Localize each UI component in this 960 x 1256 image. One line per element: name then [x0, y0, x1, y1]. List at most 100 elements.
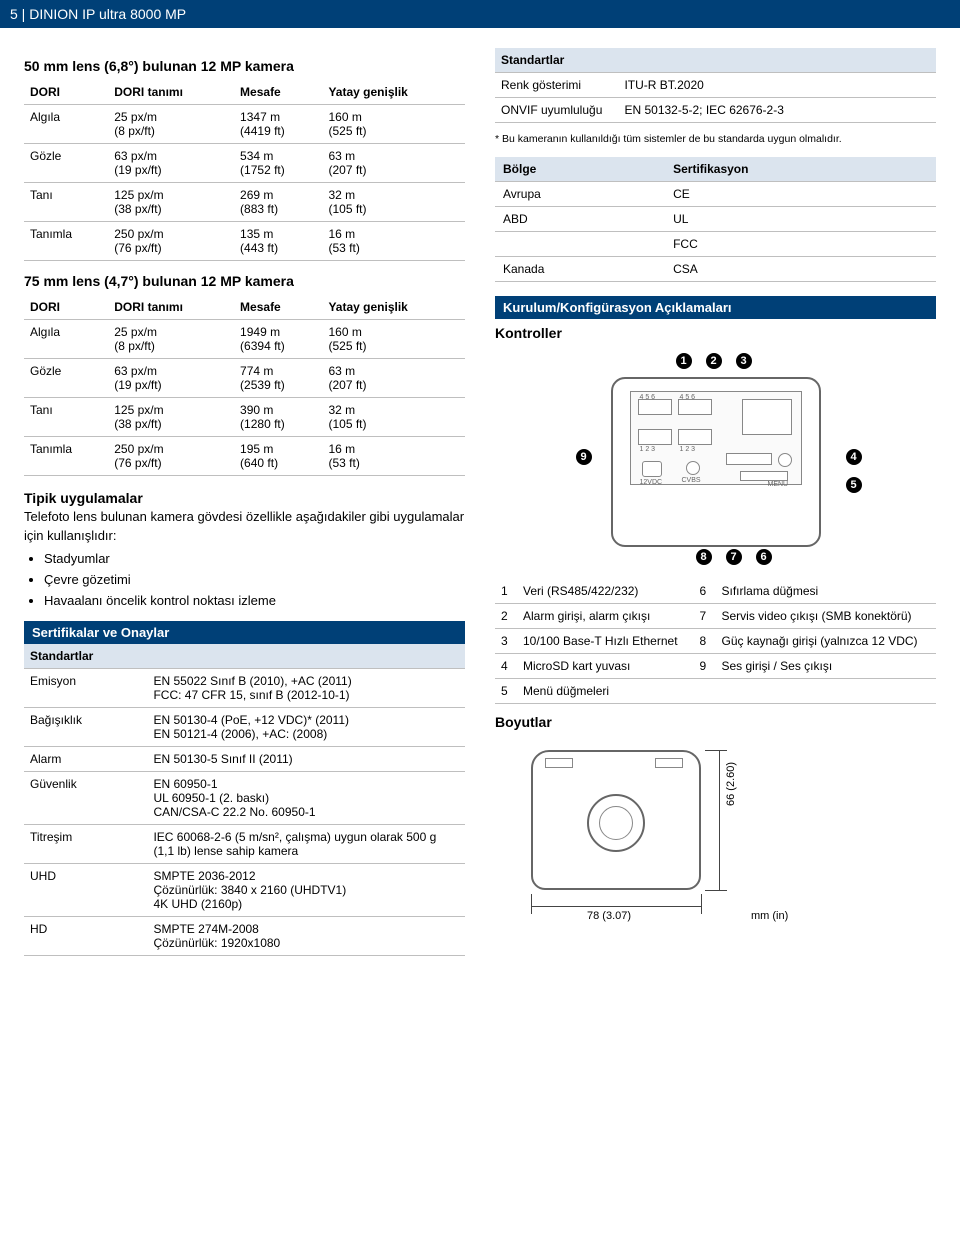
controllers-title: Kontroller — [495, 325, 936, 341]
cell: Gözle — [24, 359, 108, 398]
cell: 250 px/m(76 px/ft) — [108, 437, 234, 476]
top-detail — [545, 758, 573, 768]
cell: 6 — [693, 579, 715, 604]
dim-height-label: 66 (2.60) — [725, 762, 737, 806]
cell: Tanı — [24, 398, 108, 437]
app-item: Çevre gözetimi — [44, 571, 465, 590]
cell: 774 m(2539 ft) — [234, 359, 322, 398]
th: Mesafe — [234, 295, 322, 320]
th: DORI tanımı — [108, 295, 234, 320]
cell: Algıla — [24, 320, 108, 359]
cell: UL — [665, 207, 936, 232]
cell: Sıfırlama düğmesi — [715, 579, 936, 604]
callout-circle-5: 5 — [846, 477, 862, 493]
lens-ring-inner — [599, 806, 633, 840]
cell: 2 — [495, 604, 517, 629]
cell: CSA — [665, 257, 936, 282]
cell: Algıla — [24, 105, 108, 144]
cell: MicroSD kart yuvası — [517, 654, 693, 679]
cell: 195 m(640 ft) — [234, 437, 322, 476]
cell: 269 m(883 ft) — [234, 183, 322, 222]
sd-slot — [726, 453, 772, 465]
cell: EN 50132-5-2; IEC 62676-2-3 — [618, 98, 936, 123]
cell: 135 m(443 ft) — [234, 222, 322, 261]
cell: IEC 60068-2-6 (5 m/sn², çalışma) uygun o… — [147, 824, 465, 863]
lens50-heading: 50 mm lens (6,8°) bulunan 12 MP kamera — [24, 58, 465, 74]
cell: 16 m(53 ft) — [322, 222, 465, 261]
port-label: 4 5 6 — [640, 394, 656, 401]
app-item: Havaalanı öncelik kontrol noktası izleme — [44, 592, 465, 611]
standards-table-left: Standartlar EmisyonEN 55022 Sınıf B (201… — [24, 644, 465, 956]
app-item: Stadyumlar — [44, 550, 465, 569]
cell: 125 px/m(38 px/ft) — [108, 398, 234, 437]
cell: 63 m(207 ft) — [322, 144, 465, 183]
cell: EN 50130-4 (PoE, +12 VDC)* (2011)EN 5012… — [147, 707, 465, 746]
typical-apps: Tipik uygulamalar Telefoto lens bulunan … — [24, 488, 465, 611]
callout-circle-3: 3 — [736, 353, 752, 369]
callout-table: 1Veri (RS485/422/232)6Sıfırlama düğmesi 2… — [495, 579, 936, 704]
th: Sertifikasyon — [665, 157, 936, 182]
cell: Güvenlik — [24, 771, 147, 824]
cell: Alarm — [24, 746, 147, 771]
dc-jack — [642, 461, 662, 477]
port-block — [678, 399, 712, 415]
cell: 1949 m(6394 ft) — [234, 320, 322, 359]
cell: UHD — [24, 863, 147, 916]
cell — [715, 679, 936, 704]
cell: Kanada — [495, 257, 665, 282]
dimensions-diagram: 78 (3.07) 66 (2.60) mm (in) — [495, 736, 795, 926]
cell: Tanımla — [24, 222, 108, 261]
port-label: 12VDC — [640, 479, 663, 486]
cell: EN 60950-1UL 60950-1 (2. baskı)CAN/CSA-C… — [147, 771, 465, 824]
right-column: Standartlar Renk gösterimiITU-R BT.2020 … — [495, 48, 936, 966]
standards-footnote: * Bu kameranın kullanıldığı tüm sistemle… — [495, 133, 936, 145]
lens75-table: DORI DORI tanımı Mesafe Yatay genişlik A… — [24, 295, 465, 476]
callout-circle-4: 4 — [846, 449, 862, 465]
dimensions-title: Boyutlar — [495, 714, 936, 730]
cell: EN 50130-5 Sınıf II (2011) — [147, 746, 465, 771]
cvbs-jack — [686, 461, 700, 475]
cell: Renk gösterimi — [495, 73, 618, 98]
product-name: DINION IP ultra 8000 MP — [29, 6, 186, 22]
cell: 4 — [495, 654, 517, 679]
dim-tick — [705, 890, 727, 891]
port-label: 1 2 3 — [640, 446, 656, 453]
cell: Servis video çıkışı (SMB konektörü) — [715, 604, 936, 629]
cell: SMPTE 274M-2008Çözünürlük: 1920x1080 — [147, 916, 465, 955]
cell: Bağışıklık — [24, 707, 147, 746]
dim-units-label: mm (in) — [751, 910, 788, 922]
callout-circle-9: 9 — [576, 449, 592, 465]
install-header: Kurulum/Konfigürasyon Açıklamaları — [495, 296, 936, 319]
port-block — [638, 429, 672, 445]
th: Yatay genişlik — [322, 295, 465, 320]
cell: Alarm girişi, alarm çıkışı — [517, 604, 693, 629]
cell: 7 — [693, 604, 715, 629]
callout-circle-2: 2 — [706, 353, 722, 369]
cell: 32 m(105 ft) — [322, 183, 465, 222]
lens75-heading: 75 mm lens (4,7°) bulunan 12 MP kamera — [24, 273, 465, 289]
cell: CE — [665, 182, 936, 207]
page-header: 5 | DINION IP ultra 8000 MP — [0, 0, 960, 28]
cell: 10/100 Base-T Hızlı Ethernet — [517, 629, 693, 654]
th: DORI — [24, 295, 108, 320]
cell: Veri (RS485/422/232) — [517, 579, 693, 604]
reset-button — [778, 453, 792, 467]
cell: Avrupa — [495, 182, 665, 207]
top-detail — [655, 758, 683, 768]
cell: 3 — [495, 629, 517, 654]
cell: FCC — [665, 232, 936, 257]
cell: Titreşim — [24, 824, 147, 863]
cell: 250 px/m(76 px/ft) — [108, 222, 234, 261]
region-table: BölgeSertifikasyon AvrupaCE ABDUL FCC Ka… — [495, 157, 936, 282]
standards-table-right: Standartlar Renk gösterimiITU-R BT.2020 … — [495, 48, 936, 123]
cell: 160 m(525 ft) — [322, 320, 465, 359]
cell: EN 55022 Sınıf B (2010), +AC (2011)FCC: … — [147, 668, 465, 707]
th: Mesafe — [234, 80, 322, 105]
cell — [495, 232, 665, 257]
cell: 1 — [495, 579, 517, 604]
cell: 63 m(207 ft) — [322, 359, 465, 398]
cell: 9 — [693, 654, 715, 679]
cell: SMPTE 2036-2012Çözünürlük: 3840 x 2160 (… — [147, 863, 465, 916]
dim-tick — [531, 894, 532, 914]
lens50-table: DORI DORI tanımı Mesafe Yatay genişlik A… — [24, 80, 465, 261]
